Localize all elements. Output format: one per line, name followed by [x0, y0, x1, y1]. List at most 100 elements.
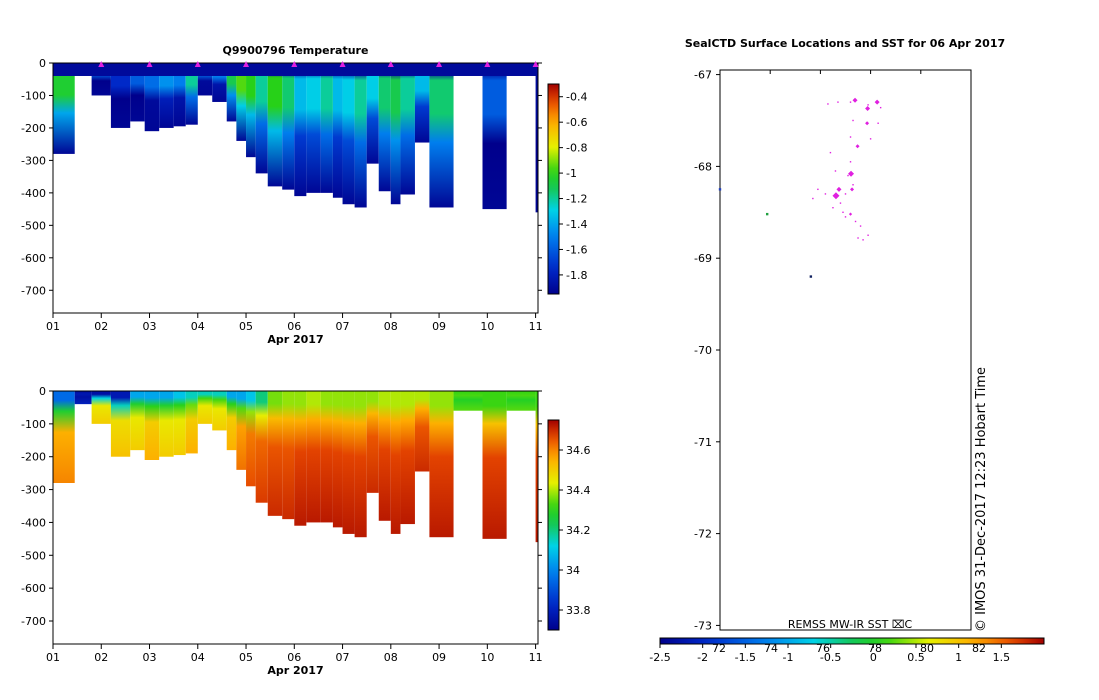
x-tick-label: 08 — [384, 320, 398, 333]
profile-marker — [532, 61, 539, 67]
temperature-profile-cell — [378, 63, 391, 192]
colorbar-tick-label: 34 — [566, 564, 580, 577]
temperature-profile-cell — [144, 63, 160, 132]
y-tick-label: -600 — [21, 252, 46, 265]
seal-location-point — [867, 234, 869, 236]
temperature-colorbar — [547, 83, 560, 295]
sst-colorbar-tick-label: -2 — [697, 651, 708, 664]
salinity-profile-cell — [74, 391, 92, 405]
temperature-profile-cell — [429, 63, 454, 208]
seal-location-point — [877, 122, 879, 124]
y-tick-label: -300 — [21, 484, 46, 497]
seal-location-point — [852, 184, 854, 186]
x-tick-label: 02 — [94, 651, 108, 664]
temperature-section: 0 -100 -200 -300 -400 -500 -600 -700 01 02 03 04 05 0… — [21, 44, 587, 346]
y-tick-label: -500 — [21, 219, 46, 232]
salinity-profile-cell — [197, 391, 213, 424]
temperature-profile-cell — [354, 63, 367, 208]
map-frame — [719, 69, 972, 631]
x-tick-label: 06 — [287, 320, 301, 333]
x-tick-label: 01 — [46, 651, 60, 664]
temperature-profile-cell — [110, 63, 131, 128]
y-tick-label: -100 — [21, 418, 46, 431]
salinity-profile-cell — [320, 391, 333, 523]
seal-location-point — [854, 220, 857, 223]
seal-location-point — [859, 225, 862, 227]
seal-location-marker — [848, 170, 855, 177]
colorbar-tick-label: -0.4 — [566, 91, 587, 104]
temperature-profile-cell — [535, 63, 538, 213]
map-y-tick-label: -72 — [694, 528, 712, 541]
y-tick-label: 0 — [39, 385, 46, 398]
x-tick-label: 11 — [529, 320, 543, 333]
map-y-tick-label: -70 — [694, 344, 712, 357]
seal-location-point — [847, 174, 849, 177]
seal-location-point — [862, 239, 864, 241]
colorbar-tick-label: -0.6 — [566, 116, 587, 129]
salinity-colorbar — [547, 419, 560, 631]
map-y-tick-label: -67 — [694, 69, 712, 82]
seal-location-marker — [848, 212, 853, 216]
salinity-profile-cell — [91, 391, 111, 424]
x-tick-label: 11 — [529, 651, 543, 664]
x-axis-label: Apr 2017 — [267, 333, 323, 346]
profile-marker — [436, 61, 443, 67]
sst-point — [809, 275, 813, 278]
temperature-profile-cell — [255, 63, 268, 174]
salinity-profile-cell — [366, 391, 379, 493]
sst-colorbar-tick-label: -0.5 — [820, 651, 841, 664]
temperature-frame — [52, 62, 539, 314]
temperature-profile-cell — [173, 63, 186, 127]
seal-location-point — [849, 136, 852, 138]
salinity-profile-cell — [354, 391, 367, 538]
colorbar-tick-label: 34.4 — [566, 484, 591, 497]
salinity-profile-cell — [535, 391, 538, 543]
temperature-profile-cell — [236, 63, 247, 141]
y-tick-label: -500 — [21, 549, 46, 562]
salinity-profile-cell — [267, 391, 283, 516]
seal-location-marker — [852, 97, 858, 103]
x-axis-label: Apr 2017 — [267, 664, 323, 677]
salinity-profile-cell — [246, 391, 256, 487]
seal-location-marker — [832, 192, 840, 200]
seal-location-marker — [836, 186, 842, 192]
salinity-profile-cell — [342, 391, 355, 534]
x-tick-label: 05 — [239, 651, 253, 664]
sst-colorbar-tick-label: -1 — [783, 651, 794, 664]
x-tick-label: 04 — [191, 320, 205, 333]
seal-location-point — [837, 101, 839, 103]
sst-colorbar-tick-label: 0 — [870, 651, 877, 664]
salinity-profile-cell — [282, 391, 295, 520]
sst-colorbar-tick-label: 1 — [955, 651, 962, 664]
seal-location-marker — [850, 187, 855, 192]
y-tick-label: -400 — [21, 187, 46, 200]
salinity-profile-cell — [506, 391, 536, 411]
temperature-profile-cell — [246, 63, 256, 158]
x-tick-label: 02 — [94, 320, 108, 333]
temperature-profile-cell — [53, 63, 75, 154]
y-tick-label: -200 — [21, 122, 46, 135]
map-y-tick-label: -71 — [694, 436, 712, 449]
temperature-profile-cell — [482, 63, 507, 210]
seal-location-marker — [865, 121, 870, 126]
temperature-profile-cell — [267, 63, 283, 187]
profile-marker — [387, 61, 394, 67]
salinity-profile-cell — [294, 391, 307, 526]
y-tick-label: -200 — [21, 451, 46, 464]
x-tick-label: 04 — [191, 651, 205, 664]
salinity-frame — [52, 390, 539, 645]
seal-location-point — [842, 211, 844, 213]
map-copyright-label: © IMOS 31-Dec-2017 12:23 Hobart Time — [974, 367, 989, 632]
salinity-profile-cell — [144, 391, 160, 460]
colorbar-tick-label: 34.6 — [566, 444, 591, 457]
seal-location-point — [832, 207, 834, 209]
seal-location-point — [817, 188, 819, 191]
salinity-profile-cell — [130, 391, 145, 451]
profile-marker — [339, 61, 346, 67]
profile-marker — [98, 61, 105, 67]
y-tick-label: -400 — [21, 516, 46, 529]
seal-location-point — [849, 101, 852, 103]
map-title: SealCTD Surface Locations and SST for 06… — [685, 37, 1005, 50]
x-tick-label: 08 — [384, 651, 398, 664]
salinity-profile-cell — [453, 391, 483, 411]
